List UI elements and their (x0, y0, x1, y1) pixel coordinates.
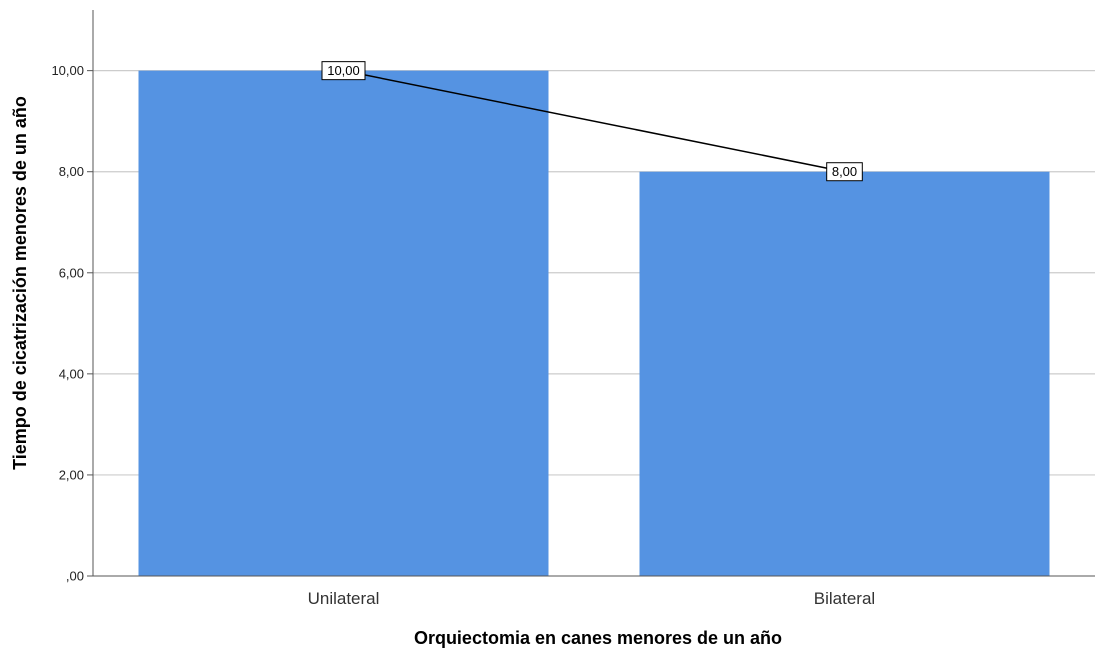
value-line (343, 69, 845, 173)
data-label: 10,00 (327, 63, 360, 78)
data-labels: 10,00 8,00 (321, 61, 863, 182)
y-tick-label: 8,00 (59, 164, 84, 179)
data-label-box (321, 61, 366, 81)
axes (87, 10, 1095, 577)
y-tick-label: ,00 (66, 569, 84, 584)
bars (138, 70, 1050, 577)
x-category-label: Bilateral (814, 589, 875, 608)
x-axis-title: Orquiectomia en canes menores de un año (414, 628, 782, 648)
x-category-label: Unilateral (308, 589, 380, 608)
bar (138, 70, 549, 577)
bar (639, 171, 1050, 576)
y-axis-title: Tiempo de cicatrización menores de un añ… (10, 96, 30, 470)
data-label-box (826, 162, 863, 182)
x-category-labels: Unilateral Bilateral (308, 589, 876, 608)
y-tick-labels: ,00 2,00 4,00 6,00 8,00 10,00 (51, 63, 84, 583)
series-line (343, 69, 845, 173)
y-tick-label: 6,00 (59, 265, 84, 280)
y-tick-label: 10,00 (51, 63, 84, 78)
y-tick-label: 4,00 (59, 366, 84, 381)
y-tick-label: 2,00 (59, 467, 84, 482)
data-label: 8,00 (832, 164, 857, 179)
